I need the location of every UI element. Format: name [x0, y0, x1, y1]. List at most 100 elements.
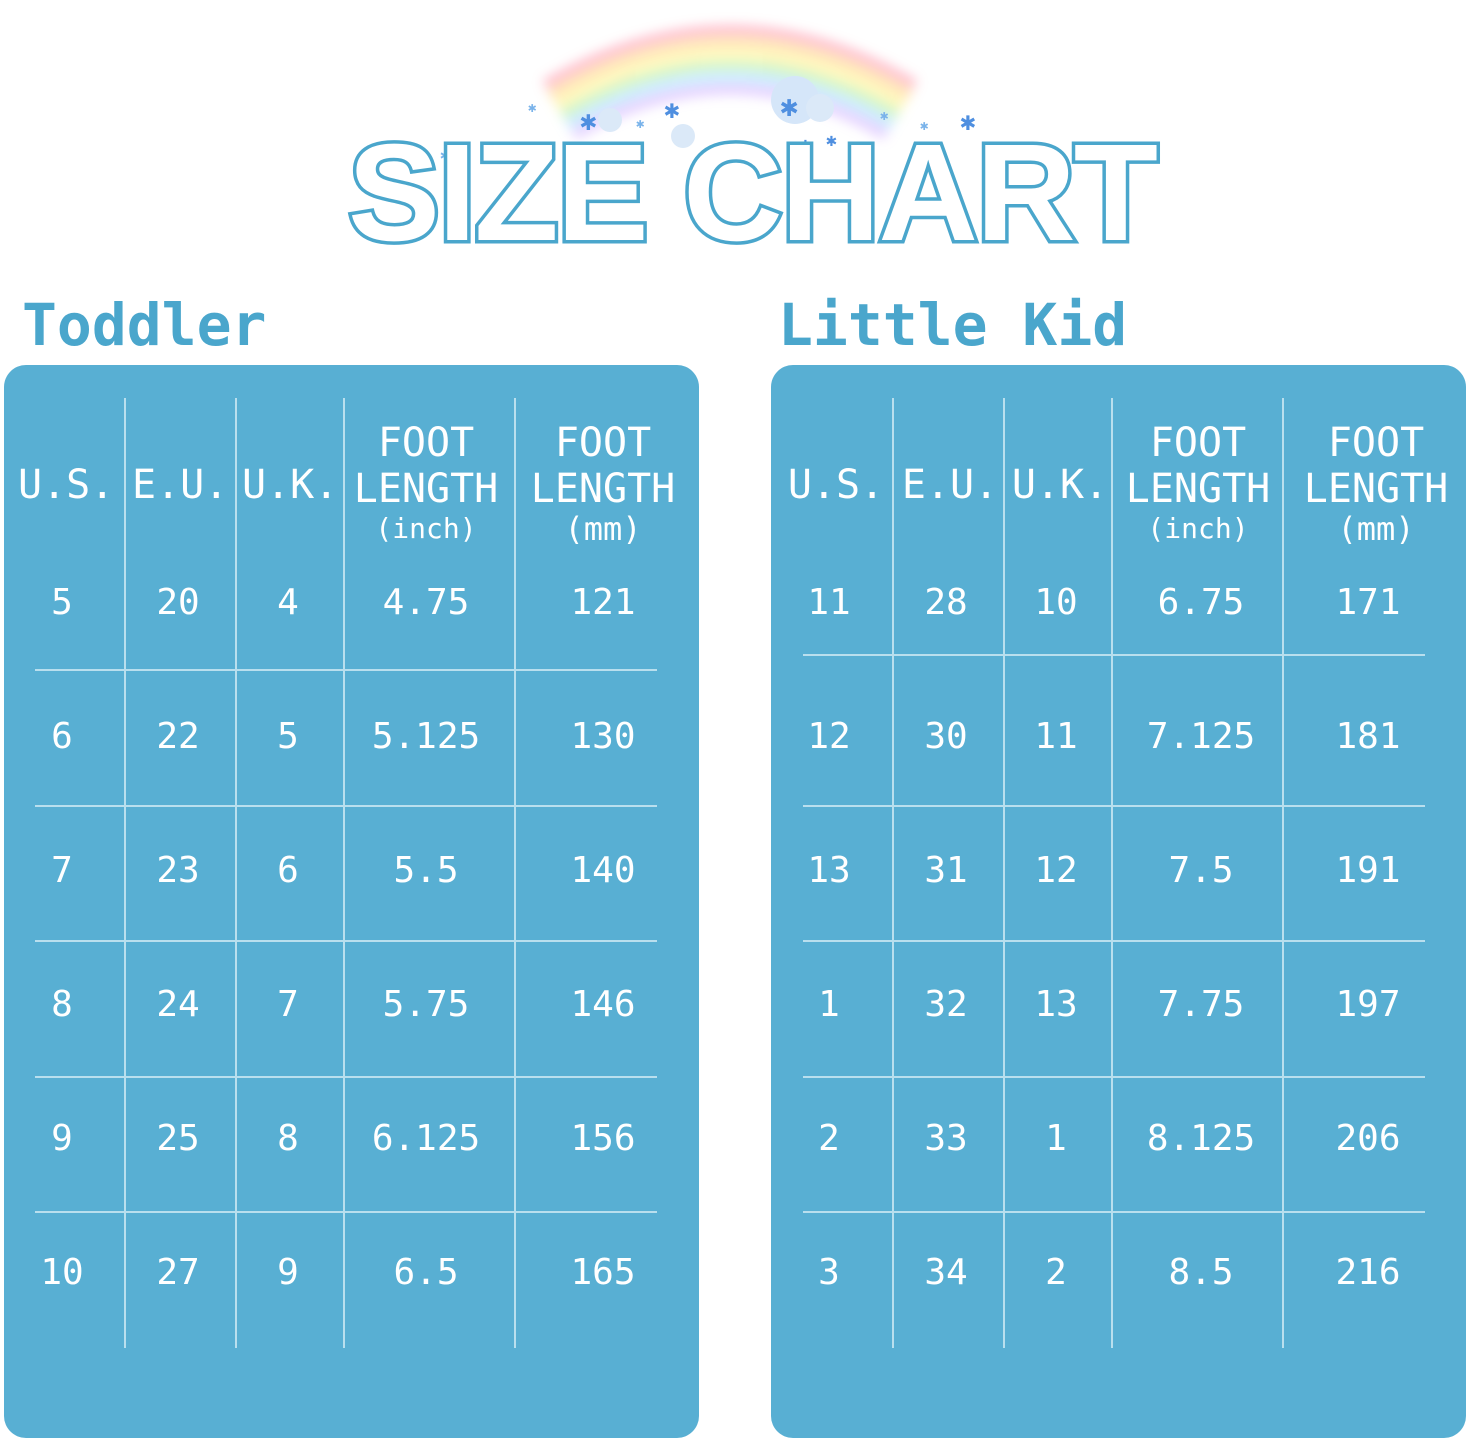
flower-icon: ✱ ✱ ✱ ✱ ✱ ✱ ✱ ✱ ✱ ✱ ✱ ✱: [440, 76, 976, 165]
cell-mm: 156: [570, 1118, 636, 1159]
cell-uk: 9: [277, 1252, 299, 1293]
cell-eu: 24: [156, 984, 200, 1025]
cell-inch: 6.125: [371, 1118, 481, 1159]
svg-text:✱: ✱: [880, 108, 889, 124]
cell-eu: 25: [156, 1118, 200, 1159]
cell-us: 13: [807, 850, 851, 891]
cell-us: 9: [51, 1118, 73, 1159]
cell-inch: 8.5: [1168, 1252, 1234, 1293]
header-unit-inch: (inch): [375, 512, 477, 545]
svg-text:✱: ✱: [580, 104, 597, 137]
svg-text:✱: ✱: [780, 89, 798, 124]
svg-text:✱: ✱: [636, 116, 645, 132]
header-length: LENGTH: [353, 466, 499, 512]
cell-eu: 23: [156, 850, 200, 891]
cell-us: 6: [51, 716, 73, 757]
cell-mm: 130: [570, 716, 636, 757]
page-title: SIZE CHART: [0, 118, 1471, 268]
row-divider: [803, 1076, 1425, 1078]
little-kid-table-panel: [771, 365, 1466, 1438]
cell-uk: 10: [1034, 582, 1078, 623]
column-divider: [343, 398, 345, 1348]
column-divider: [1282, 398, 1284, 1348]
header-unit-mm: (mm): [564, 510, 642, 548]
svg-text:✱: ✱: [960, 107, 976, 137]
header-foot-length-mm: FOOT LENGTH (mm): [520, 420, 686, 546]
cell-inch: 7.5: [1168, 850, 1234, 891]
column-divider: [235, 398, 237, 1348]
rainbow-decoration: ✱ ✱ ✱ ✱ ✱ ✱ ✱ ✱ ✱ ✱ ✱ ✱: [440, 25, 976, 165]
cell-uk: 13: [1034, 984, 1078, 1025]
toddler-title: Toddler: [22, 291, 267, 359]
cell-mm: 206: [1335, 1118, 1401, 1159]
header-eu: E.U.: [132, 462, 229, 508]
header-us: U.S.: [18, 462, 115, 508]
cell-inch: 6.75: [1157, 582, 1245, 623]
cell-us: 5: [51, 582, 73, 623]
header-uk: U.K.: [242, 462, 339, 508]
svg-text:✱: ✱: [800, 134, 811, 155]
cell-us: 11: [807, 582, 851, 623]
cell-mm: 121: [570, 582, 636, 623]
toddler-table-panel: [4, 365, 699, 1438]
row-divider: [803, 654, 1425, 656]
cell-inch: 5.75: [382, 984, 470, 1025]
cell-eu: 27: [156, 1252, 200, 1293]
row-divider: [803, 805, 1425, 807]
cell-us: 2: [818, 1118, 840, 1159]
cell-us: 8: [51, 984, 73, 1025]
cell-inch: 7.75: [1157, 984, 1245, 1025]
header-foot: FOOT: [554, 420, 652, 466]
header-foot: FOOT: [1327, 420, 1425, 466]
cell-us: 12: [807, 716, 851, 757]
little-kid-title: Little Kid: [778, 291, 1128, 359]
header-foot: FOOT: [1149, 420, 1247, 466]
header-length: LENGTH: [1125, 466, 1271, 512]
column-divider: [892, 398, 894, 1348]
cell-eu: 30: [924, 716, 968, 757]
cell-uk: 4: [277, 582, 299, 623]
header-foot-length-inch: FOOT LENGTH (inch): [1118, 420, 1278, 546]
header-eu: E.U.: [901, 462, 999, 508]
header-unit-inch: (inch): [1147, 512, 1249, 545]
cell-mm: 216: [1335, 1252, 1401, 1293]
cell-uk: 7: [277, 984, 299, 1025]
row-divider: [35, 669, 657, 671]
cell-inch: 8.125: [1146, 1118, 1256, 1159]
cell-inch: 5.125: [371, 716, 481, 757]
row-divider: [803, 1211, 1425, 1213]
cell-us: 3: [818, 1252, 840, 1293]
cell-uk: 2: [1045, 1252, 1067, 1293]
svg-text:✱: ✱: [664, 95, 680, 125]
title-text: SIZE CHART: [348, 118, 1157, 268]
cell-uk: 12: [1034, 850, 1078, 891]
cell-eu: 34: [924, 1252, 968, 1293]
cell-mm: 146: [570, 984, 636, 1025]
cell-eu: 20: [156, 582, 200, 623]
cell-mm: 197: [1335, 984, 1401, 1025]
svg-text:✱: ✱: [826, 130, 837, 151]
header-length: LENGTH: [1303, 466, 1449, 512]
cell-mm: 181: [1335, 716, 1401, 757]
cell-eu: 22: [156, 716, 200, 757]
cell-inch: 4.75: [382, 582, 470, 623]
cell-uk: 8: [277, 1118, 299, 1159]
cell-uk: 1: [1045, 1118, 1067, 1159]
header-us: U.S.: [787, 462, 885, 508]
header-length: LENGTH: [530, 466, 676, 512]
cell-uk: 6: [277, 850, 299, 891]
cell-uk: 5: [277, 716, 299, 757]
column-divider: [514, 398, 516, 1348]
column-divider: [1111, 398, 1113, 1348]
cell-mm: 140: [570, 850, 636, 891]
row-divider: [35, 940, 657, 942]
cell-inch: 6.5: [393, 1252, 459, 1293]
cell-eu: 28: [924, 582, 968, 623]
cell-inch: 7.125: [1146, 716, 1256, 757]
header-uk: U.K.: [1011, 462, 1109, 508]
svg-text:✱: ✱: [440, 145, 450, 164]
svg-text:✱: ✱: [848, 141, 860, 165]
cell-us: 7: [51, 850, 73, 891]
cell-inch: 5.5: [393, 850, 459, 891]
row-divider: [35, 1211, 657, 1213]
